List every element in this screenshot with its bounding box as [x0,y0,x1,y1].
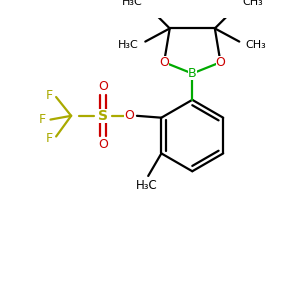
Text: H₃C: H₃C [122,0,142,7]
Text: CH₃: CH₃ [246,40,267,50]
Text: F: F [46,88,53,102]
Text: O: O [215,56,225,69]
Text: B: B [188,67,196,80]
Text: H₃C: H₃C [136,179,157,192]
Text: O: O [98,80,108,93]
Text: O: O [98,138,108,152]
Text: CH₃: CH₃ [242,0,263,7]
Text: S: S [98,109,108,123]
Text: F: F [46,132,53,145]
Text: H₃C: H₃C [118,40,139,50]
Text: O: O [159,56,169,69]
Text: O: O [124,109,134,122]
Text: F: F [38,113,46,126]
